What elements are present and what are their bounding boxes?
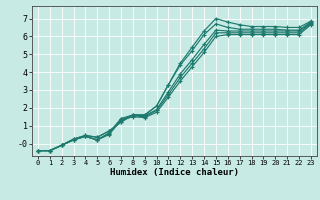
X-axis label: Humidex (Indice chaleur): Humidex (Indice chaleur) — [110, 168, 239, 177]
